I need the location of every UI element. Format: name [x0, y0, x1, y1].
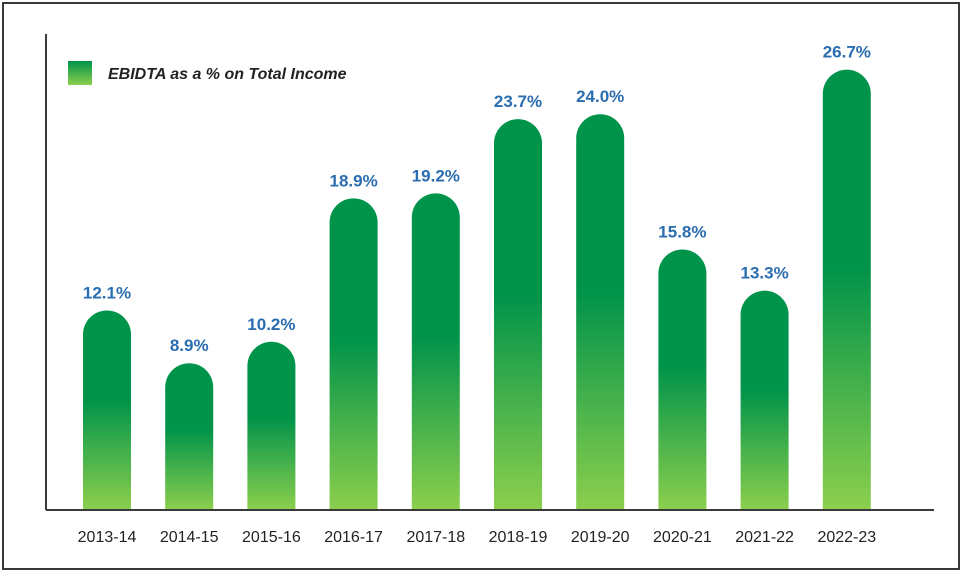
- x-tick-label-2021-22: 2021-22: [735, 529, 794, 546]
- bar-2021-22: [740, 290, 789, 510]
- value-label-2015-16: 10.2%: [247, 315, 295, 334]
- bar-2022-23: [822, 69, 871, 511]
- bar-2013-14: [83, 310, 131, 510]
- bar-2020-21: [658, 249, 707, 510]
- bar-2018-19: [494, 119, 542, 510]
- chart-frame: EBIDTA as a % on Total Income 12.1% 8.9% 1…: [2, 2, 960, 570]
- value-label-2017-18: 19.2%: [412, 166, 460, 185]
- bar-2014-15: [165, 363, 214, 510]
- value-label-2021-22: 13.3%: [740, 264, 788, 283]
- value-label-2020-21: 15.8%: [658, 222, 706, 241]
- x-tick-label-2022-23: 2022-23: [817, 529, 876, 546]
- bar-2016-17: [329, 198, 378, 510]
- x-tick-label-2020-21: 2020-21: [653, 529, 712, 546]
- x-tick-label-2018-19: 2018-19: [489, 529, 548, 546]
- x-tick-label-2015-16: 2015-16: [242, 529, 301, 546]
- bar-2019-20: [576, 114, 625, 511]
- value-label-2018-19: 23.7%: [494, 92, 542, 111]
- value-label-2013-14: 12.1%: [83, 283, 131, 302]
- value-labels: 12.1% 8.9% 10.2% 18.9% 19.2% 23.7% 24.0% 15.8% 1…: [83, 43, 871, 356]
- bar-2015-16: [247, 341, 296, 510]
- legend-label: EBIDTA as a % on Total Income: [108, 66, 347, 83]
- x-tick-label-2013-14: 2013-14: [78, 529, 137, 546]
- value-label-2019-20: 24.0%: [576, 87, 624, 106]
- x-axis-tick-labels: 2013-14 2014-15 2015-16 2016-17 2017-18 2018-…: [78, 529, 877, 546]
- bars: [83, 69, 871, 511]
- bar-2017-18: [411, 193, 460, 510]
- x-tick-label-2017-18: 2017-18: [406, 529, 465, 546]
- x-tick-label-2014-15: 2014-15: [160, 529, 219, 546]
- bar-chart: EBIDTA as a % on Total Income 12.1%8.9%1…: [45, 34, 934, 546]
- value-label-2016-17: 18.9%: [329, 171, 377, 190]
- x-tick-label-2019-20: 2019-20: [571, 529, 630, 546]
- legend-swatch: [68, 61, 92, 85]
- value-label-2022-23: 26.7%: [823, 43, 871, 62]
- x-tick-label-2016-17: 2016-17: [324, 529, 383, 546]
- legend: EBIDTA as a % on Total Income: [68, 61, 347, 85]
- value-label-2014-15: 8.9%: [170, 336, 209, 355]
